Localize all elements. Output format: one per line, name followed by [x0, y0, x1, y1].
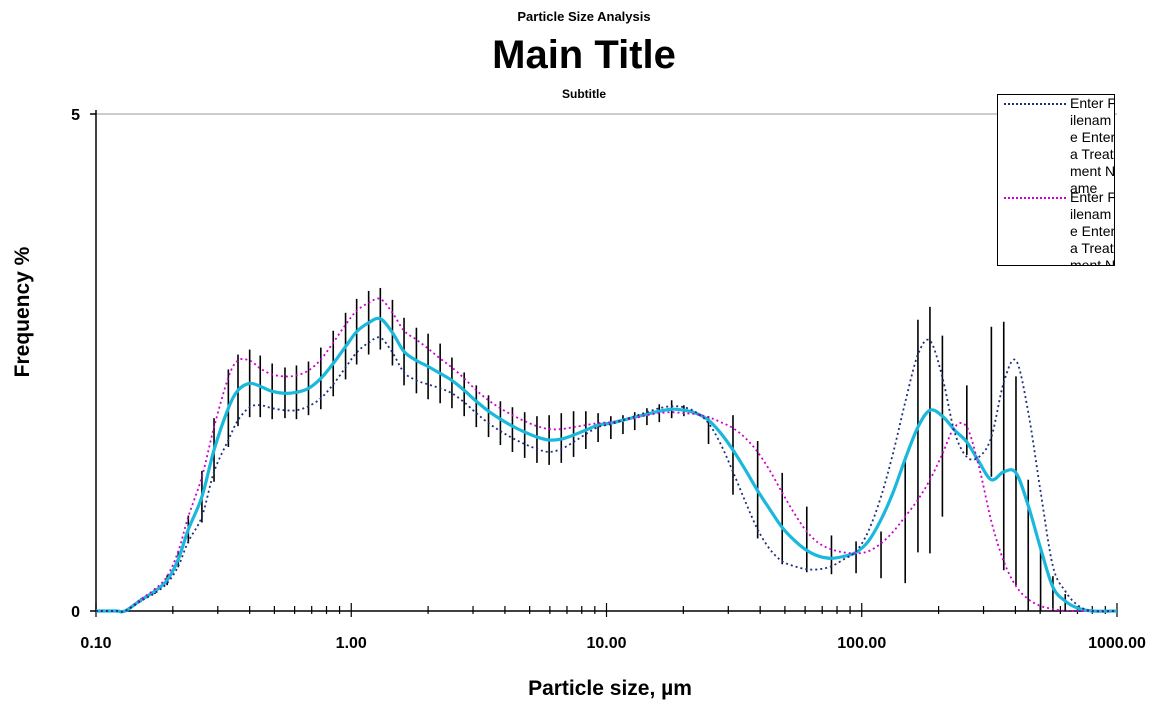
chart-title: Main Title	[492, 33, 676, 77]
series-line-2	[96, 316, 1118, 614]
legend-swatch	[1004, 103, 1066, 105]
x-tick-label: 10.00	[586, 635, 626, 652]
series-lines	[96, 297, 1118, 614]
legend-label: Enter Filename Enter a Treatment Name	[1070, 189, 1115, 266]
y-axis-label: Frequency %	[11, 246, 34, 378]
x-tick-label: 1.00	[336, 635, 367, 652]
legend: Enter Filename Enter a Treatment Name En…	[997, 94, 1115, 266]
axes	[90, 110, 1118, 617]
x-axis-label: Particle size, µm	[528, 677, 692, 700]
legend-item: Enter Filename Enter a Treatment Name	[998, 189, 1115, 266]
legend-label: Enter Filename Enter a Treatment Name	[1070, 95, 1115, 196]
x-tick-label: 1000.00	[1088, 635, 1146, 652]
legend-item: Enter Filename Enter a Treatment Name	[998, 95, 1114, 196]
x-tick-label: 0.10	[80, 635, 111, 652]
y-tick-label: 5	[71, 107, 80, 124]
error-bars	[140, 287, 1067, 611]
x-tick-label: 100.00	[837, 635, 886, 652]
legend-swatch	[1004, 197, 1066, 199]
tick-labels: 0 5 0.10 1.00 10.00 100.00 1000.00	[71, 107, 1146, 652]
y-tick-label: 0	[71, 604, 80, 621]
chart-supertitle: Particle Size Analysis	[517, 9, 651, 24]
series-line-1	[96, 297, 1117, 613]
series-line-0	[96, 336, 1118, 613]
chart-subtitle: Subtitle	[562, 87, 606, 101]
